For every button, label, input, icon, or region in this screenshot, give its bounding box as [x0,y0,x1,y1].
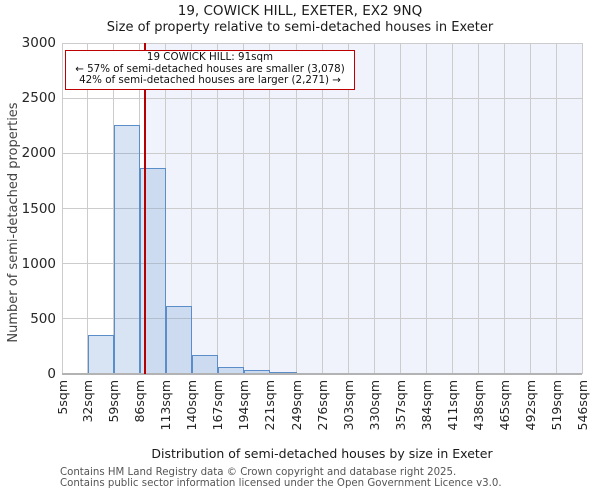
chart-subtitle: Size of property relative to semi-detach… [106,20,494,35]
annotation-smaller-line: ← 57% of semi-detached houses are smalle… [75,62,345,75]
x-tick-label: 86sqm [132,380,148,423]
chart-title: 19, COWICK HILL, EXETER, EX2 9NQ [177,3,423,19]
x-tick-label: 113sqm [158,380,174,431]
y-tick-label: 500 [30,310,56,327]
x-tick-label: 221sqm [262,380,278,431]
plot-area [61,42,583,375]
x-tick-label: 5sqm [54,380,70,415]
annotation-larger-line: 42% of semi-detached houses are larger (… [79,74,341,86]
y-tick-label: 0 [47,366,56,382]
x-axis-label: Distribution of semi-detached houses by … [151,446,493,461]
y-tick-label: 2500 [21,90,56,107]
y-gridline [62,42,582,44]
y-tick-label: 1500 [21,200,56,217]
footer-line-2: Contains public sector information licen… [60,478,502,489]
y-gridline [62,263,582,265]
x-tick-label: 194sqm [236,380,252,431]
footer: Contains HM Land Registry data © Crown c… [60,467,600,489]
bar [191,354,218,374]
y-gridline [62,152,582,154]
x-tick-label: 330sqm [366,380,382,431]
y-axis-label: Number of semi-detached properties [6,102,21,343]
x-tick-label: 519sqm [548,380,564,431]
x-tick-label: 465sqm [496,380,512,431]
footer-line-1: Contains HM Land Registry data © Crown c… [60,467,457,478]
x-tick-label: 357sqm [392,380,408,431]
y-gridline [62,318,582,320]
marker-line [143,43,146,374]
x-tick-label: 276sqm [314,380,330,431]
x-axis-spine [62,373,582,375]
y-gridline [62,208,582,209]
bar [269,372,297,374]
annotation-property-line: 19 COWICK HILL: 91sqm [146,51,274,63]
y-tick-label: 3000 [21,35,56,51]
x-gridline [581,43,583,374]
y-gridline [62,97,582,99]
x-tick-label: 140sqm [184,380,200,431]
x-tick-label: 167sqm [210,380,226,431]
bar [165,305,192,374]
x-tick-label: 303sqm [340,380,356,431]
x-tick-label: 492sqm [522,380,538,431]
annotation-box: 19 COWICK HILL: 91sqm ← 57% of semi-deta… [65,50,355,90]
bar [113,124,140,374]
bar [87,334,114,374]
y-tick-label: 2000 [21,145,56,162]
bar [243,370,270,374]
x-tick-label: 32sqm [80,380,96,423]
x-tick-label: 249sqm [289,380,305,431]
bar [217,366,244,374]
x-tick-label: 384sqm [418,380,434,431]
x-tick-label: 546sqm [574,380,590,431]
x-tick-label: 411sqm [444,380,460,431]
x-tick-label: 59sqm [106,380,122,423]
y-tick-label: 1000 [21,255,56,272]
x-tick-label: 438sqm [470,380,486,431]
